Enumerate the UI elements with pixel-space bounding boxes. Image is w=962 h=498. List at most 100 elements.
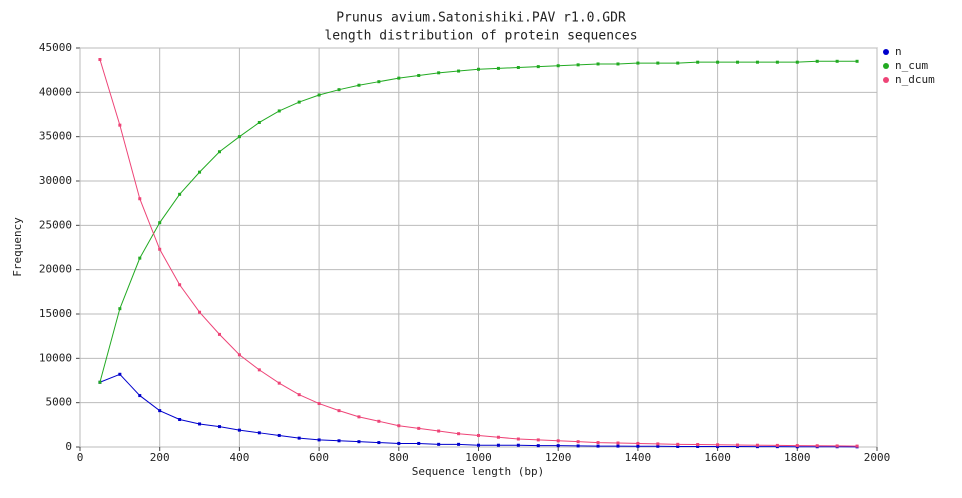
point bbox=[636, 61, 640, 65]
point bbox=[736, 443, 740, 447]
point bbox=[556, 444, 560, 448]
point bbox=[516, 437, 520, 441]
point bbox=[676, 61, 680, 65]
point bbox=[317, 402, 321, 406]
point bbox=[556, 439, 560, 443]
point bbox=[217, 150, 221, 154]
point bbox=[616, 62, 620, 66]
point bbox=[457, 69, 461, 73]
point bbox=[417, 73, 421, 77]
point bbox=[178, 418, 182, 422]
point bbox=[257, 431, 261, 435]
point bbox=[536, 65, 540, 69]
point bbox=[237, 135, 241, 139]
x-tick-label: 1000 bbox=[465, 451, 492, 464]
point bbox=[397, 76, 401, 80]
point bbox=[377, 80, 381, 84]
y-tick-label: 5000 bbox=[46, 396, 73, 409]
point bbox=[417, 426, 421, 430]
point bbox=[118, 372, 122, 376]
point bbox=[636, 444, 640, 448]
x-tick-label: 1400 bbox=[625, 451, 652, 464]
point bbox=[596, 441, 600, 445]
point bbox=[198, 422, 202, 426]
point bbox=[696, 60, 700, 64]
point bbox=[437, 429, 441, 433]
point bbox=[795, 444, 799, 448]
point bbox=[158, 221, 162, 225]
y-tick-label: 40000 bbox=[39, 85, 72, 98]
point bbox=[775, 443, 779, 447]
legend-label: n_cum bbox=[895, 59, 928, 72]
point bbox=[835, 444, 839, 448]
point bbox=[257, 120, 261, 124]
point bbox=[516, 66, 520, 70]
legend-label: n_dcum bbox=[895, 73, 935, 86]
point bbox=[696, 443, 700, 447]
point bbox=[277, 381, 281, 385]
point bbox=[98, 380, 102, 384]
point bbox=[377, 419, 381, 423]
point bbox=[417, 441, 421, 445]
y-tick-label: 15000 bbox=[39, 307, 72, 320]
point bbox=[198, 170, 202, 174]
legend-marker bbox=[883, 77, 889, 83]
point bbox=[297, 393, 301, 397]
x-tick-label: 600 bbox=[309, 451, 329, 464]
point bbox=[217, 425, 221, 429]
legend-label: n bbox=[895, 45, 902, 58]
point bbox=[835, 59, 839, 63]
point bbox=[138, 256, 142, 260]
point bbox=[516, 443, 520, 447]
y-tick-label: 35000 bbox=[39, 130, 72, 143]
x-tick-label: 0 bbox=[77, 451, 84, 464]
point bbox=[178, 283, 182, 287]
point bbox=[855, 444, 859, 448]
legend-marker bbox=[883, 49, 889, 55]
point bbox=[158, 247, 162, 251]
x-tick-label: 800 bbox=[389, 451, 409, 464]
point bbox=[815, 59, 819, 63]
point bbox=[795, 60, 799, 64]
point bbox=[457, 432, 461, 436]
point bbox=[716, 443, 720, 447]
point bbox=[596, 62, 600, 66]
legend-marker bbox=[883, 63, 889, 69]
point bbox=[496, 66, 500, 70]
point bbox=[696, 444, 700, 448]
point bbox=[357, 440, 361, 444]
x-tick-label: 1200 bbox=[545, 451, 572, 464]
point bbox=[217, 332, 221, 336]
point bbox=[237, 353, 241, 357]
point bbox=[158, 409, 162, 413]
point bbox=[656, 444, 660, 448]
y-tick-label: 10000 bbox=[39, 351, 72, 364]
point bbox=[257, 368, 261, 372]
point bbox=[397, 424, 401, 428]
point bbox=[676, 444, 680, 448]
point bbox=[536, 444, 540, 448]
point bbox=[357, 415, 361, 419]
point bbox=[576, 63, 580, 67]
x-tick-label: 1600 bbox=[704, 451, 731, 464]
point bbox=[755, 60, 759, 64]
point bbox=[656, 442, 660, 446]
chart-subtitle: length distribution of protein sequences bbox=[324, 29, 637, 44]
point bbox=[736, 445, 740, 449]
x-tick-label: 200 bbox=[150, 451, 170, 464]
y-tick-label: 25000 bbox=[39, 218, 72, 231]
point bbox=[576, 444, 580, 448]
point bbox=[716, 60, 720, 64]
point bbox=[437, 71, 441, 75]
x-axis-label: Sequence length (bp) bbox=[412, 465, 544, 478]
y-tick-label: 30000 bbox=[39, 174, 72, 187]
point bbox=[357, 83, 361, 87]
x-tick-label: 400 bbox=[229, 451, 249, 464]
point bbox=[277, 109, 281, 113]
point bbox=[198, 310, 202, 314]
point bbox=[297, 436, 301, 440]
point bbox=[317, 93, 321, 97]
point bbox=[556, 64, 560, 68]
point bbox=[477, 433, 480, 437]
point bbox=[596, 444, 600, 448]
